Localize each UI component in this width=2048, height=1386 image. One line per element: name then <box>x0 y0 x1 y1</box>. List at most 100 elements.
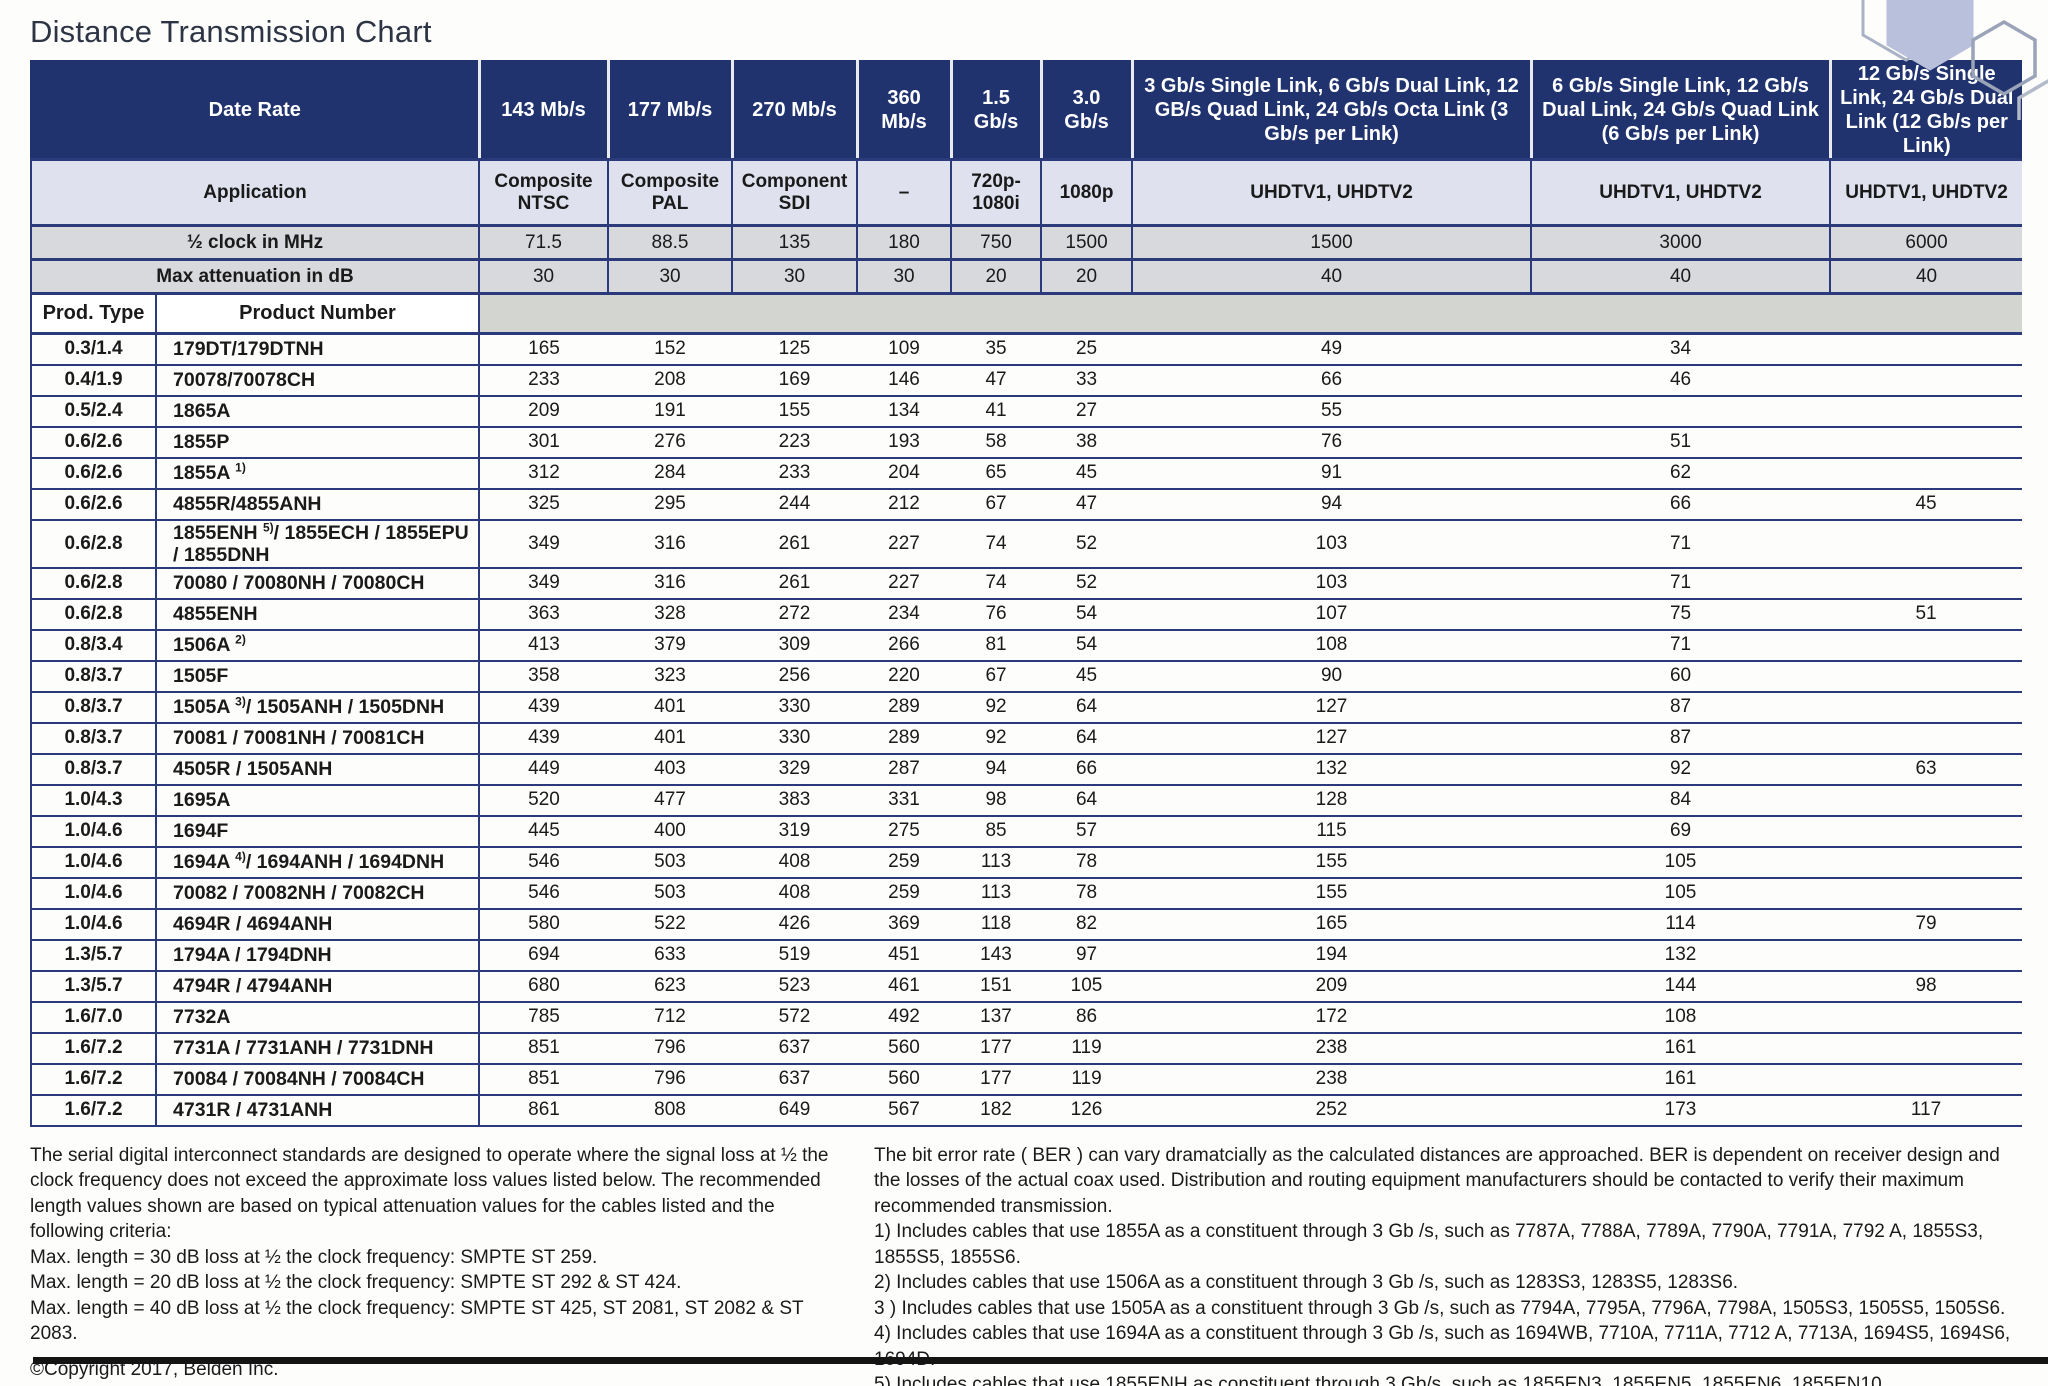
distance-value-cell: 560 <box>857 1063 952 1096</box>
prod-type-cell: 1.0/4.6 <box>30 815 157 848</box>
distance-value-cell: 84 <box>1531 784 1831 817</box>
distance-value-cell: 208 <box>608 364 733 397</box>
distance-value-cell: 301 <box>479 426 609 459</box>
product-number-cell: 4794R / 4794ANH <box>156 970 481 1003</box>
distance-value-cell: 169 <box>732 364 858 397</box>
distance-value-cell: 275 <box>857 815 952 848</box>
application-cell: UHDTV1, UHDTV2 <box>1829 159 2023 227</box>
distance-value-cell: 234 <box>857 598 952 631</box>
product-number-cell: 1694A 4)/ 1694ANH / 1694DNH <box>156 846 481 879</box>
product-number-cell: 70084 / 70084NH / 70084CH <box>156 1063 481 1096</box>
distance-value-cell: 851 <box>479 1032 609 1065</box>
distance-value-cell: 861 <box>479 1094 609 1127</box>
product-number-cell: 1855P <box>156 426 481 459</box>
distance-value-cell: 155 <box>732 395 858 428</box>
distance-value-cell <box>1830 660 2023 693</box>
distance-value-cell: 503 <box>608 877 733 910</box>
table-row: 0.6/2.8 1855ENH 5)/ 1855ECH / 1855EPU / 1… <box>30 519 2023 569</box>
distance-value-cell: 400 <box>608 815 733 848</box>
distance-value-cell: 103 <box>1132 567 1532 600</box>
distance-value-cell: 182 <box>951 1094 1042 1127</box>
distance-value-cell: 580 <box>479 908 609 941</box>
distance-value-cell: 55 <box>1132 395 1532 428</box>
distance-value-cell: 172 <box>1132 1001 1532 1034</box>
distance-value-cell: 261 <box>732 519 858 569</box>
distance-value-cell: 209 <box>1132 970 1532 1003</box>
footnote-marker: 1) <box>235 460 246 475</box>
distance-value-cell <box>1830 784 2023 817</box>
header-row-product: Prod. Type Product Number <box>30 293 2023 335</box>
ber-note: The bit error rate ( BER ) can vary dram… <box>874 1144 2000 1217</box>
distance-value-cell: 52 <box>1041 567 1133 600</box>
product-number-header: Product Number <box>156 293 481 335</box>
distance-value-cell: 492 <box>857 1001 952 1034</box>
col-header: 143 Mb/s <box>477 60 609 161</box>
date-rate-label: Date Rate <box>29 60 480 161</box>
product-number-cell: 4505R / 1505ANH <box>156 753 481 786</box>
distance-value-cell: 91 <box>1132 457 1532 490</box>
distance-value-cell: 272 <box>732 598 858 631</box>
half-clock-cell: 180 <box>856 225 952 261</box>
distance-value-cell <box>1830 1063 2023 1096</box>
product-number-cell: 1855A 1) <box>156 457 481 490</box>
max-attenuation-cell: 30 <box>478 259 609 295</box>
distance-value-cell: 41 <box>951 395 1042 428</box>
distance-value-cell: 649 <box>732 1094 858 1127</box>
application-cell: Component SDI <box>731 159 858 227</box>
col-header: 3 Gb/s Single Link, 6 Gb/s Dual Link, 12… <box>1130 60 1532 161</box>
distance-value-cell: 633 <box>608 939 733 972</box>
distance-value-cell: 85 <box>951 815 1042 848</box>
distance-value-cell: 623 <box>608 970 733 1003</box>
distance-value-cell: 193 <box>857 426 952 459</box>
max-attenuation-cell: 30 <box>856 259 952 295</box>
distance-value-cell: 79 <box>1830 908 2023 941</box>
distance-value-cell: 54 <box>1041 598 1133 631</box>
distance-value-cell <box>1830 457 2023 490</box>
distance-value-cell: 522 <box>608 908 733 941</box>
application-cell: 1080p <box>1040 159 1133 227</box>
application-cell: UHDTV1, UHDTV2 <box>1131 159 1532 227</box>
product-number-cell: 4731R / 4731ANH <box>156 1094 481 1127</box>
distance-value-cell: 212 <box>857 488 952 521</box>
distance-value-cell: 284 <box>608 457 733 490</box>
distance-value-cell: 287 <box>857 753 952 786</box>
distance-value-cell: 51 <box>1830 598 2023 631</box>
distance-value-cell: 35 <box>951 333 1042 366</box>
product-number-cell: 1694F <box>156 815 481 848</box>
header-row-application: Application Composite NTSC Composite PAL… <box>29 159 2023 227</box>
distance-value-cell <box>1830 567 2023 600</box>
prod-type-cell: 0.6/2.8 <box>30 567 157 600</box>
distance-value-cell: 108 <box>1531 1001 1831 1034</box>
numbered-footnote: 1) Includes cables that use 1855A as a c… <box>874 1221 1984 1268</box>
distance-value-cell: 567 <box>857 1094 952 1127</box>
distance-value-cell: 439 <box>479 691 609 724</box>
distance-value-cell: 52 <box>1041 519 1133 569</box>
distance-value-cell: 204 <box>857 457 952 490</box>
distance-value-cell: 523 <box>732 970 858 1003</box>
distance-value-cell: 118 <box>951 908 1042 941</box>
distance-value-cell: 45 <box>1041 660 1133 693</box>
table-row: 1.6/7.0 7732A 785 712 572 492 137 86 172 108 <box>30 1001 2023 1034</box>
distance-value-cell: 238 <box>1132 1032 1532 1065</box>
footnote-marker: 3) <box>235 694 246 709</box>
distance-value-cell <box>1830 426 2023 459</box>
table-row: 0.8/3.4 1506A 2) 413 379 309 266 81 54 108 71 <box>30 629 2023 662</box>
distance-value-cell: 439 <box>479 722 609 755</box>
distance-value-cell: 401 <box>608 691 733 724</box>
decorative-hexagons-icon <box>1861 0 2048 120</box>
prod-type-cell: 1.6/7.2 <box>30 1063 157 1096</box>
table-row: 0.8/3.7 70081 / 70081NH / 70081CH 439 401 33… <box>30 722 2023 755</box>
distance-value-cell: 132 <box>1132 753 1532 786</box>
distance-value-cell <box>1531 395 1831 428</box>
distance-value-cell: 117 <box>1830 1094 2023 1127</box>
prod-type-header: Prod. Type <box>30 293 157 335</box>
distance-value-cell: 109 <box>857 333 952 366</box>
distance-value-cell: 259 <box>857 846 952 879</box>
max-attenuation-cell: 40 <box>1131 259 1532 295</box>
distance-value-cell: 76 <box>951 598 1042 631</box>
col-header: 1.5 Gb/s <box>949 60 1042 161</box>
table-row: 1.0/4.6 70082 / 70082NH / 70082CH 546 503 40… <box>30 877 2023 910</box>
distance-value-cell: 81 <box>951 629 1042 662</box>
distance-value-cell: 105 <box>1531 877 1831 910</box>
distance-value-cell: 127 <box>1132 691 1532 724</box>
